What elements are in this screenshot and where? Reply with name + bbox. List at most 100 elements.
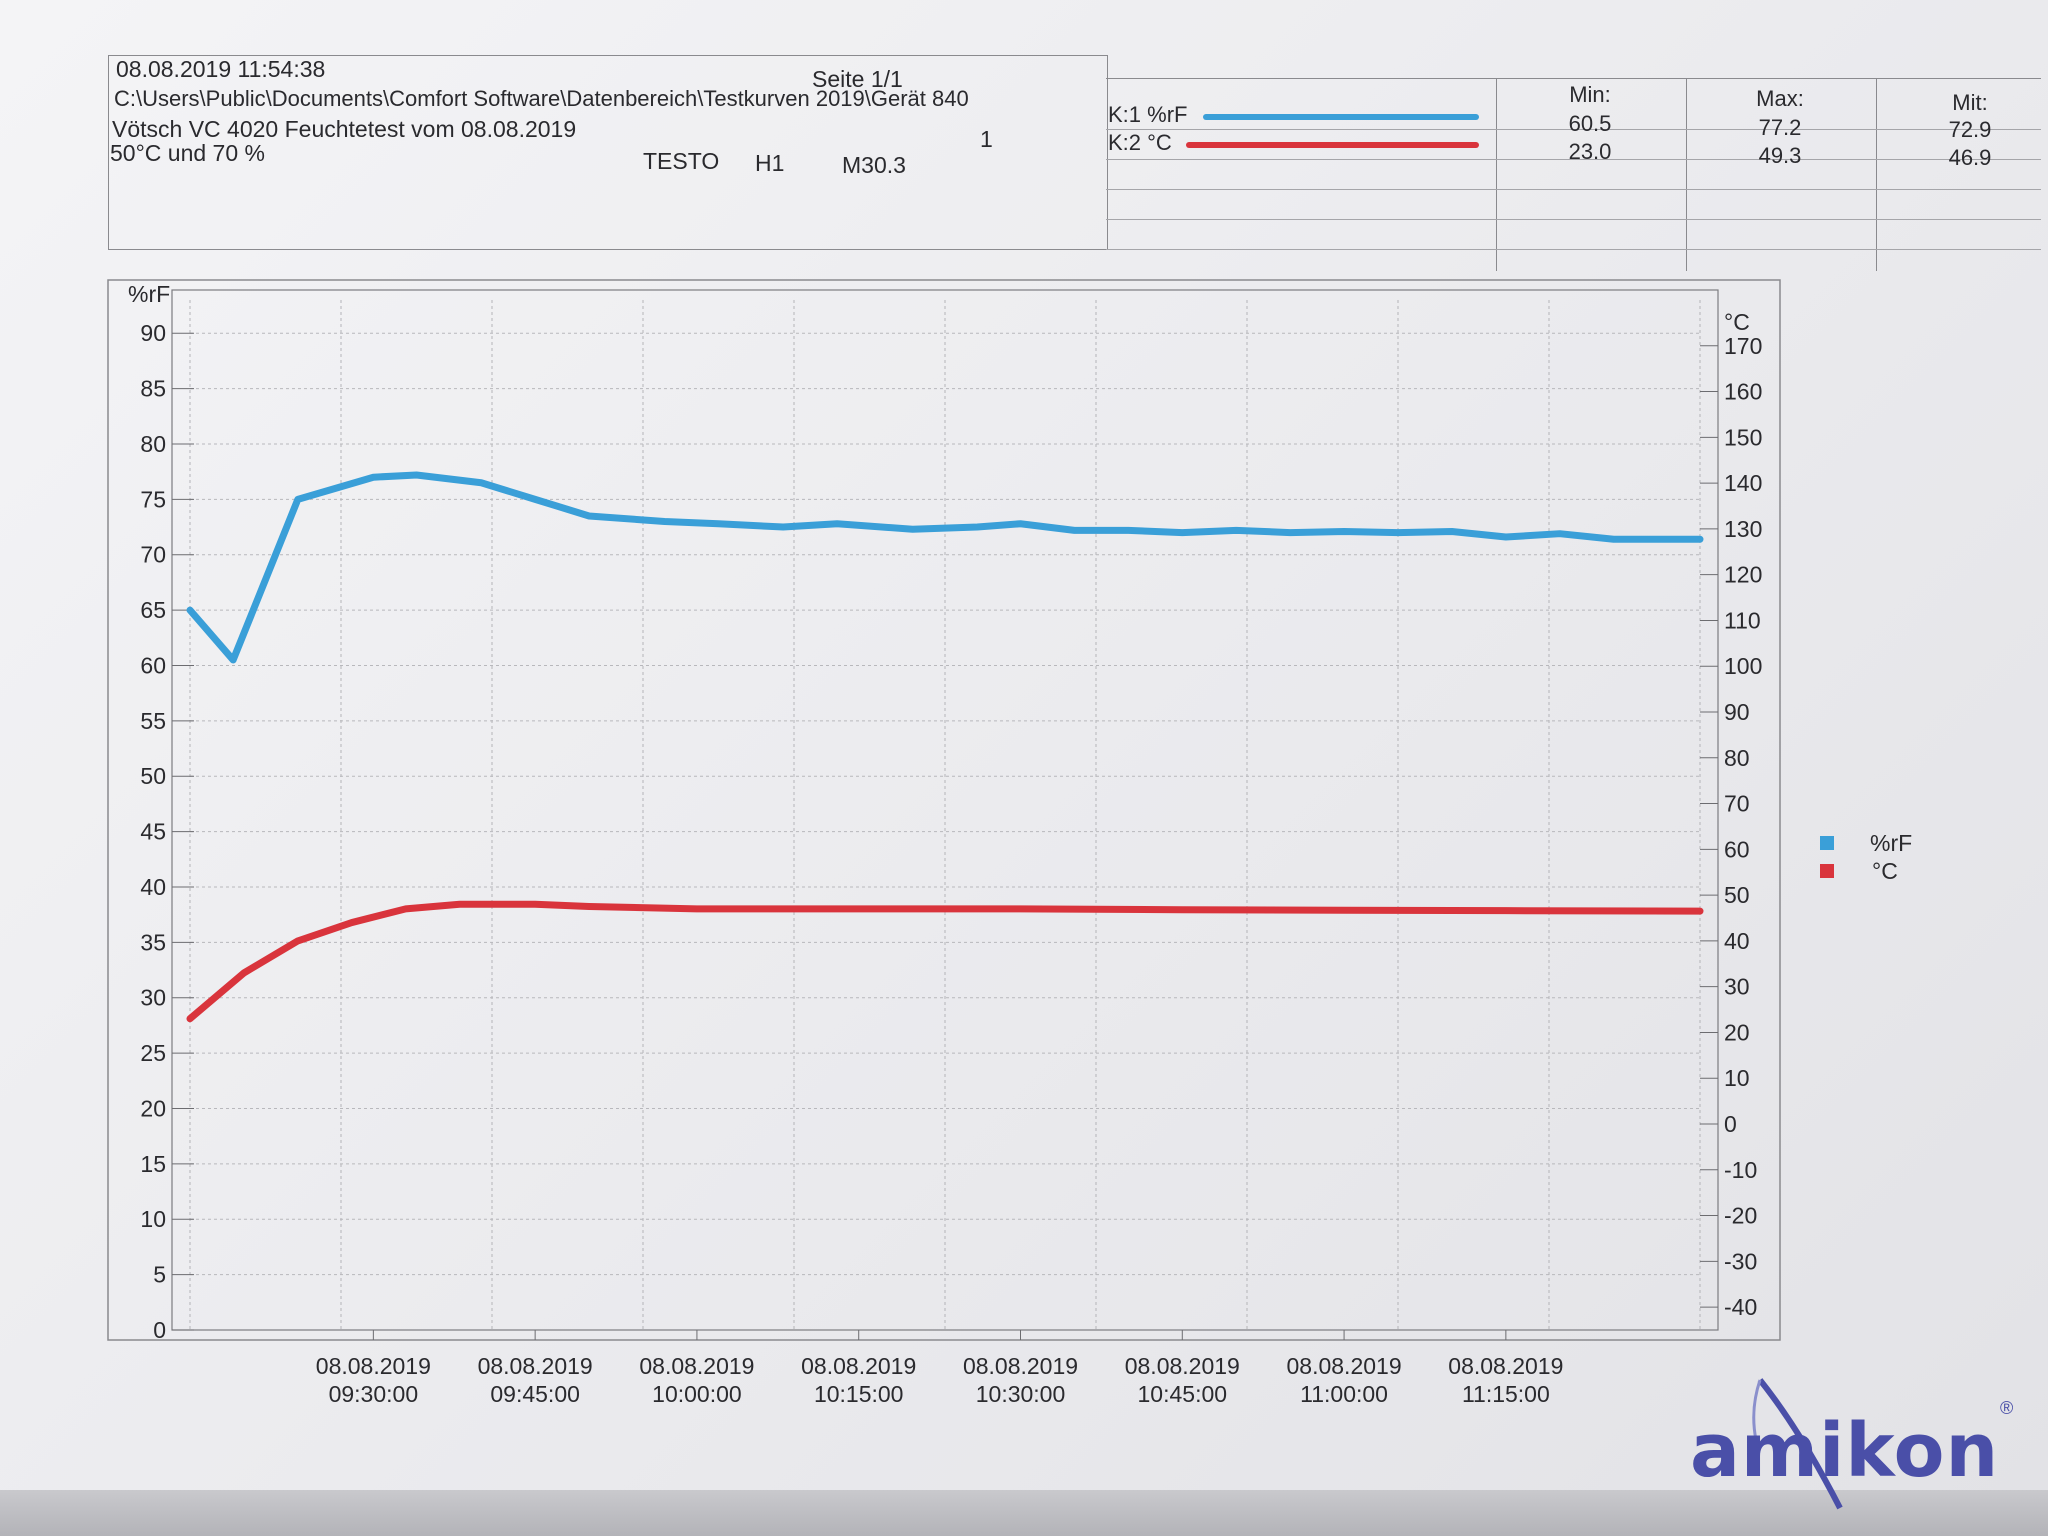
h-label: H1 [755, 150, 785, 176]
y-left-tick-label: 90 [140, 320, 166, 346]
stat-max-1: 77.2 [1758, 115, 1802, 140]
y-right-tick-label: 80 [1724, 745, 1750, 771]
x-tick-label-time: 10:45:00 [1138, 1381, 1228, 1407]
y-right-tick-label: 70 [1724, 791, 1750, 817]
legend-swatch-c [1820, 864, 1834, 878]
y-left-axis-label: %rF [128, 281, 170, 307]
x-tick-label-time: 10:30:00 [976, 1381, 1066, 1407]
y-left-tick-label: 25 [140, 1040, 166, 1066]
y-right-tick-label: -20 [1724, 1203, 1757, 1229]
y-right-tick-label: 40 [1724, 928, 1750, 954]
y-right-tick-label: 100 [1724, 653, 1762, 679]
stat-min-2: 23.0 [1568, 139, 1612, 164]
page-indicator: Seite 1/1 [812, 66, 903, 92]
test-conditions: 50°C und 70 % [110, 140, 265, 166]
y-right-tick-label: 170 [1724, 333, 1762, 359]
x-tick-label-time: 11:00:00 [1300, 1381, 1388, 1407]
y-left-tick-label: 55 [140, 708, 166, 734]
y-left-tick-label: 70 [140, 542, 166, 568]
y-right-tick-label: -10 [1724, 1157, 1757, 1183]
test-title: Vötsch VC 4020 Feuchtetest vom 08.08.201… [112, 116, 577, 142]
y-left-tick-label: 65 [140, 597, 166, 623]
plot-frame [171, 289, 1719, 1331]
stats-row-line [1106, 189, 2041, 190]
y-right-tick-label: 120 [1724, 562, 1762, 588]
logo-swoosh-icon [1752, 1378, 1843, 1510]
series-line-temperature [186, 900, 1704, 1023]
x-tick-label-time: 11:15:00 [1462, 1381, 1550, 1407]
marker-number: 1 [980, 126, 993, 152]
device-name: TESTO [643, 148, 720, 174]
x-tick-label-time: 09:30:00 [329, 1381, 419, 1407]
stat-max-2: 49.3 [1758, 143, 1802, 168]
y-left-tick-label: 10 [140, 1206, 166, 1232]
y-right-tick-label: -30 [1724, 1248, 1757, 1274]
chart-outer-frame [107, 279, 1781, 1341]
series-line-humidity [186, 471, 1704, 664]
y-left-tick-label: 75 [140, 486, 166, 512]
print-timestamp: 08.08.2019 11:54:38 [116, 56, 326, 82]
y-right-tick-label: 160 [1724, 379, 1762, 405]
stats-row-line [1106, 249, 2041, 250]
y-right-tick-label: 60 [1724, 836, 1750, 862]
x-tick-label-date: 08.08.2019 [1448, 1353, 1563, 1379]
stat-mit-1: 72.9 [1948, 117, 1992, 142]
y-right-tick-label: 50 [1724, 882, 1750, 908]
x-tick-label-date: 08.08.2019 [639, 1353, 754, 1379]
amikon-logo: amikon ® [1690, 1370, 2020, 1510]
x-tick-label-time: 10:15:00 [814, 1381, 904, 1407]
y-right-tick-label: 30 [1724, 974, 1750, 1000]
channel-line-1 [1203, 114, 1479, 120]
y-right-tick-label: 20 [1724, 1019, 1750, 1045]
file-path: C:\Users\Public\Documents\Comfort Softwa… [114, 86, 969, 111]
stats-row-line [1106, 129, 2041, 130]
channel-line-2 [1186, 142, 1479, 148]
stats-row-line [1106, 159, 2041, 160]
y-left-tick-label: 85 [140, 376, 166, 402]
header-box [108, 55, 1108, 250]
stats-divider [1496, 79, 1497, 271]
y-right-tick-label: 110 [1724, 607, 1761, 633]
y-left-tick-label: 35 [140, 929, 166, 955]
legend-swatch-rf [1820, 836, 1834, 850]
background-surface [0, 1490, 2048, 1536]
registered-mark: ® [2000, 1398, 2014, 1418]
x-tick-label-date: 08.08.2019 [1287, 1353, 1402, 1379]
y-left-tick-label: 0 [153, 1317, 166, 1343]
stats-divider [1876, 79, 1877, 271]
y-right-tick-label: 130 [1724, 516, 1762, 542]
y-right-tick-label: -40 [1724, 1294, 1757, 1320]
y-left-tick-label: 45 [140, 819, 166, 845]
x-tick-label-time: 09:45:00 [490, 1381, 580, 1407]
y-right-tick-label: 10 [1724, 1065, 1750, 1091]
stats-table [1106, 78, 2041, 271]
stats-divider [1686, 79, 1687, 271]
x-tick-label-date: 08.08.2019 [316, 1353, 431, 1379]
y-left-tick-label: 60 [140, 652, 166, 678]
x-tick-label-date: 08.08.2019 [1125, 1353, 1240, 1379]
stats-header-max: Max: [1756, 86, 1804, 111]
logo-wordmark: amikon [1690, 1408, 2000, 1494]
stat-mit-2: 46.9 [1948, 145, 1992, 170]
y-left-tick-label: 80 [140, 431, 166, 457]
y-left-tick-label: 50 [140, 763, 166, 789]
stats-row-line [1106, 219, 2041, 220]
x-tick-label-date: 08.08.2019 [963, 1353, 1078, 1379]
channel-label-2: K:2 °C [1108, 130, 1172, 155]
y-left-tick-label: 30 [140, 985, 166, 1011]
y-left-tick-label: 20 [140, 1095, 166, 1121]
stats-header-mit: Mit: [1952, 90, 1988, 115]
y-right-tick-label: 140 [1724, 470, 1762, 496]
y-right-tick-label: 90 [1724, 699, 1750, 725]
y-right-axis-label: °C [1724, 309, 1750, 335]
legend-label-rf: %rF [1870, 830, 1913, 856]
stat-min-1: 60.5 [1568, 111, 1612, 136]
y-right-tick-label: 150 [1724, 424, 1762, 450]
y-left-tick-label: 15 [140, 1151, 166, 1177]
y-left-tick-label: 5 [153, 1262, 166, 1288]
m-label: M30.3 [842, 152, 906, 178]
x-tick-label-time: 10:00:00 [652, 1381, 742, 1407]
legend-label-c: °C [1872, 858, 1898, 884]
stats-header-min: Min: [1569, 82, 1611, 107]
